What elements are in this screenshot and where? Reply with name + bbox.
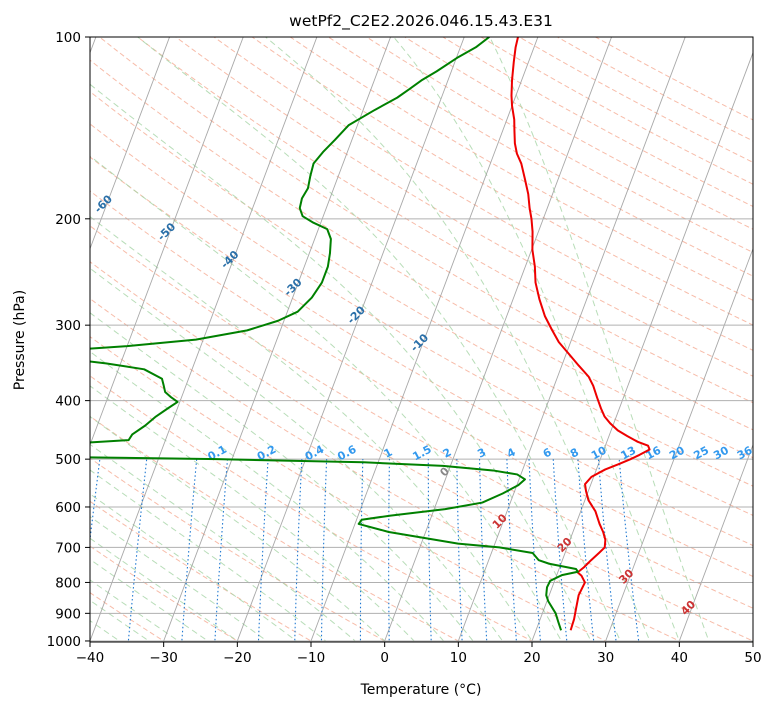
y-tick-label-3: 400: [55, 394, 81, 410]
isotherm-line-15: [457, 37, 686, 642]
dry-adiabat-line-9: [90, 225, 753, 609]
x-tick-label-6: 20: [523, 650, 540, 666]
mixing-ratio-line-7: [359, 459, 364, 642]
x-tick-label-1: −30: [149, 650, 178, 666]
dry-adiabat-line-11: [90, 156, 753, 547]
isotherm-line-16: [531, 51, 753, 642]
x-axis-ticks: −40 −30 −20 −10 0 10 20 30 40 50: [76, 642, 762, 666]
moist-adiabat-line-9: [90, 443, 358, 642]
mixing-ratio-line-17: [618, 459, 640, 642]
mixing-ratio-line-0: [90, 459, 101, 545]
dry-adiabat-line-5: [90, 375, 536, 642]
y-tick-label-4: 500: [55, 452, 81, 468]
series-line-dewpoint: [90, 37, 579, 631]
y-axis-label: Pressure (hPa): [12, 290, 28, 390]
mixing-ratio-line-9: [427, 459, 432, 642]
dry-adiabat-line-15: [98, 37, 753, 431]
isotherm-line-11: [162, 37, 392, 642]
isotherm-line-17: [604, 247, 753, 642]
mixing-ratio-line-1: [127, 459, 148, 642]
mixing-ratio-line-12: [506, 459, 518, 642]
y-tick-label-9: 1000: [47, 634, 81, 650]
dry-adiabat-line-17: [174, 37, 753, 377]
mixing-ratio-line-6: [320, 459, 328, 642]
moist-adiabat-line-12: [90, 351, 446, 642]
plot-frame: [89, 36, 754, 643]
x-tick-label-5: 10: [450, 650, 467, 666]
profile-lines: [90, 37, 651, 631]
y-tick-label-2: 300: [55, 318, 81, 334]
x-tick-label-8: 40: [671, 650, 688, 666]
dry-adiabat-line-14: [90, 59, 753, 459]
mixing-ratio-label-14: 20: [667, 444, 687, 463]
isotherm-label-3: -70: [29, 164, 52, 187]
mixing-ratio-line-10: [456, 459, 463, 642]
mixing-ratio-label-11: 10: [589, 444, 609, 463]
mixing-ratio-line-8: [388, 459, 390, 642]
mixing-ratio-label-16: 30: [711, 444, 731, 463]
y-axis-ticks: 100 200 300 400 500 600 700 800 900 1000: [47, 30, 90, 650]
isotherm-line-8: [90, 37, 171, 251]
y-tick-label-5: 600: [55, 500, 81, 516]
mixing-ratio-line-4: [257, 459, 269, 642]
dry-adiabat-line-7: [90, 298, 683, 642]
y-tick-label-7: 800: [55, 575, 81, 591]
mixing-ratio-line-2: [181, 459, 198, 642]
mixing-ratio-label-17: 36: [735, 444, 755, 463]
x-tick-label-4: 0: [380, 650, 389, 666]
mixing-ratio-line-13: [528, 459, 542, 642]
moist-adiabat-line-17: [90, 83, 593, 642]
x-axis-label: Temperature (°C): [360, 682, 482, 698]
isotherm-line-9: [90, 37, 244, 447]
mixing-ratio-line-11: [479, 459, 488, 642]
isotherm-line-18: [678, 443, 753, 642]
series-line-temperature: [510, 37, 651, 631]
x-tick-label-7: 30: [597, 650, 614, 666]
background-lines: [90, 37, 753, 642]
mixing-ratio-line-5: [294, 459, 303, 642]
chart-title: wetPf2_C2E2.2026.046.15.43.E31: [289, 12, 553, 31]
moist-adiabat-line-20: [392, 37, 681, 642]
x-tick-label-3: −10: [297, 650, 326, 666]
y-tick-label-8: 900: [55, 606, 81, 622]
isotherm-line-13: [310, 37, 539, 642]
mixing-ratio-line-3: [214, 459, 229, 642]
mixing-ratio-label-15: 25: [691, 444, 711, 463]
y-tick-label-6: 700: [55, 540, 81, 556]
x-tick-label-9: 50: [744, 650, 761, 666]
x-tick-label-0: −40: [76, 650, 105, 666]
y-tick-label-0: 100: [55, 30, 81, 46]
isotherm-line-10: [90, 37, 318, 642]
isotherm-line-14: [383, 37, 613, 642]
x-tick-label-2: −20: [223, 650, 252, 666]
y-tick-label-1: 200: [55, 212, 81, 228]
isotherm-line-12: [236, 37, 465, 642]
mixing-ratio-line-16: [597, 459, 617, 642]
mixing-ratio-line-15: [577, 459, 595, 642]
